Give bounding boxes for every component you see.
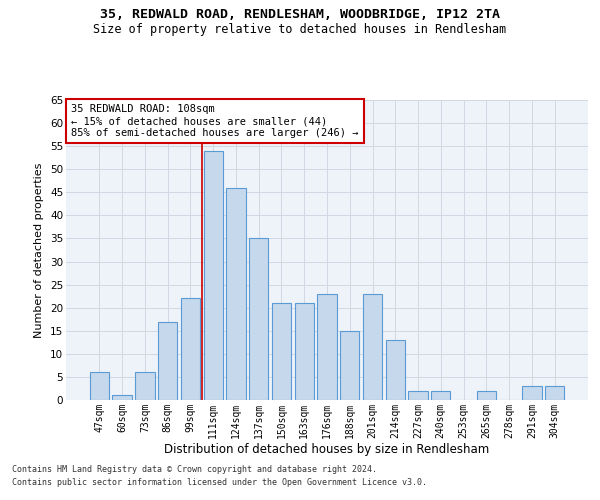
Bar (295, 303, 314, 400)
Bar (112, 396, 132, 400)
Bar (409, 391, 428, 400)
Text: Contains HM Land Registry data © Crown copyright and database right 2024.: Contains HM Land Registry data © Crown c… (12, 466, 377, 474)
Bar (158, 322, 178, 400)
Bar (386, 340, 405, 400)
Text: Contains public sector information licensed under the Open Government Licence v3: Contains public sector information licen… (12, 478, 427, 487)
Bar (226, 188, 245, 400)
Bar (522, 386, 542, 400)
Bar (431, 391, 451, 400)
Bar (203, 151, 223, 400)
Bar (181, 298, 200, 400)
Text: Size of property relative to detached houses in Rendlesham: Size of property relative to detached ho… (94, 22, 506, 36)
Bar (545, 386, 564, 400)
Text: 35, REDWALD ROAD, RENDLESHAM, WOODBRIDGE, IP12 2TA: 35, REDWALD ROAD, RENDLESHAM, WOODBRIDGE… (100, 8, 500, 20)
Bar (272, 303, 291, 400)
Bar (340, 331, 359, 400)
Text: Distribution of detached houses by size in Rendlesham: Distribution of detached houses by size … (164, 442, 490, 456)
Bar (135, 372, 155, 400)
Bar (90, 372, 109, 400)
Bar (249, 238, 268, 400)
Bar (317, 294, 337, 400)
Bar (476, 391, 496, 400)
Text: 35 REDWALD ROAD: 108sqm
← 15% of detached houses are smaller (44)
85% of semi-de: 35 REDWALD ROAD: 108sqm ← 15% of detache… (71, 104, 359, 138)
Bar (363, 294, 382, 400)
Y-axis label: Number of detached properties: Number of detached properties (34, 162, 44, 338)
